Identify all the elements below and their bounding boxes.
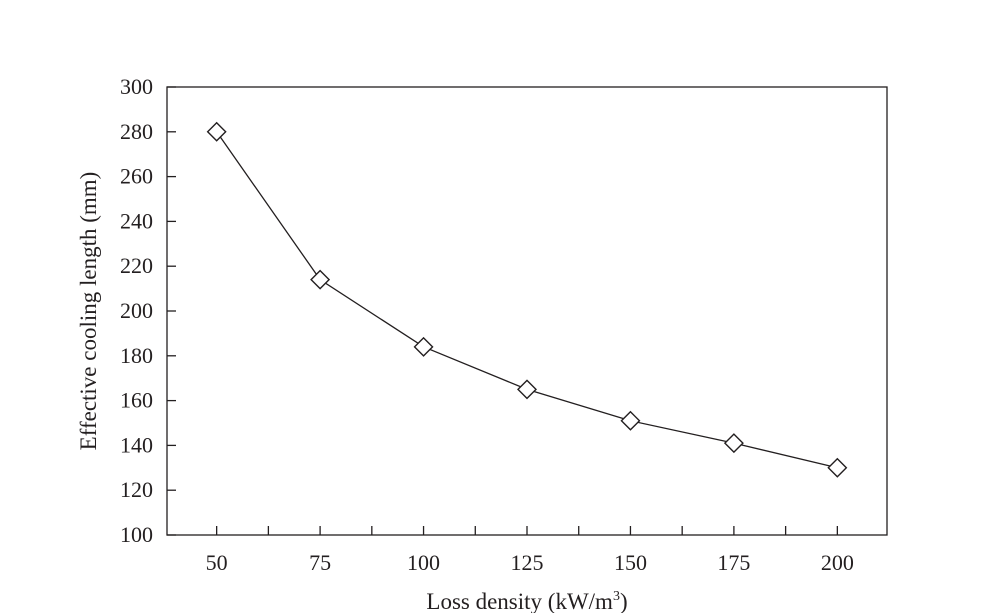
x-tick-label: 150 xyxy=(614,550,647,575)
x-axis-title-main: Loss density (kW/m xyxy=(426,589,613,613)
x-axis-title: Loss density (kW/m3) xyxy=(426,589,627,613)
series-markers xyxy=(206,121,848,478)
data-point-marker xyxy=(206,121,227,142)
y-tick-label: 180 xyxy=(120,343,153,368)
x-tick-label: 125 xyxy=(511,550,544,575)
x-tick-label: 100 xyxy=(407,550,440,575)
plot-frame xyxy=(166,86,888,536)
x-tick-label: 75 xyxy=(309,550,331,575)
data-point-marker xyxy=(310,269,331,290)
y-tick-label: 220 xyxy=(120,253,153,278)
x-tick-label: 175 xyxy=(717,550,750,575)
y-tick-label: 260 xyxy=(120,164,153,189)
data-point-marker xyxy=(413,336,434,357)
y-tick-label: 200 xyxy=(120,298,153,323)
y-tick-label: 300 xyxy=(120,74,153,99)
series-line xyxy=(216,131,838,469)
y-tick-label: 120 xyxy=(120,477,153,502)
y-axis-tick-labels: 100 120 140 160 180 200 220 240 260 280 300 xyxy=(120,74,153,547)
x-tick-label: 50 xyxy=(206,550,228,575)
y-tick-label: 240 xyxy=(120,208,153,233)
y-tick-label: 160 xyxy=(120,388,153,413)
data-point-marker xyxy=(620,410,641,431)
x-axis-ticks xyxy=(216,526,838,535)
y-tick-label: 140 xyxy=(120,432,153,457)
x-tick-label: 200 xyxy=(821,550,854,575)
data-point-marker xyxy=(827,457,848,478)
y-tick-label: 280 xyxy=(120,119,153,144)
x-axis-tick-labels: 50 75 100 125 150 175 200 xyxy=(206,550,854,575)
y-axis-title: Effective cooling length (mm) xyxy=(76,172,101,451)
y-axis-ticks xyxy=(167,86,176,536)
x-axis-title-superscript: 3 xyxy=(613,589,620,604)
x-axis-title-end: ) xyxy=(620,589,628,613)
data-point-marker xyxy=(517,379,537,400)
data-point-marker xyxy=(723,433,744,454)
y-tick-label: 100 xyxy=(120,522,153,547)
